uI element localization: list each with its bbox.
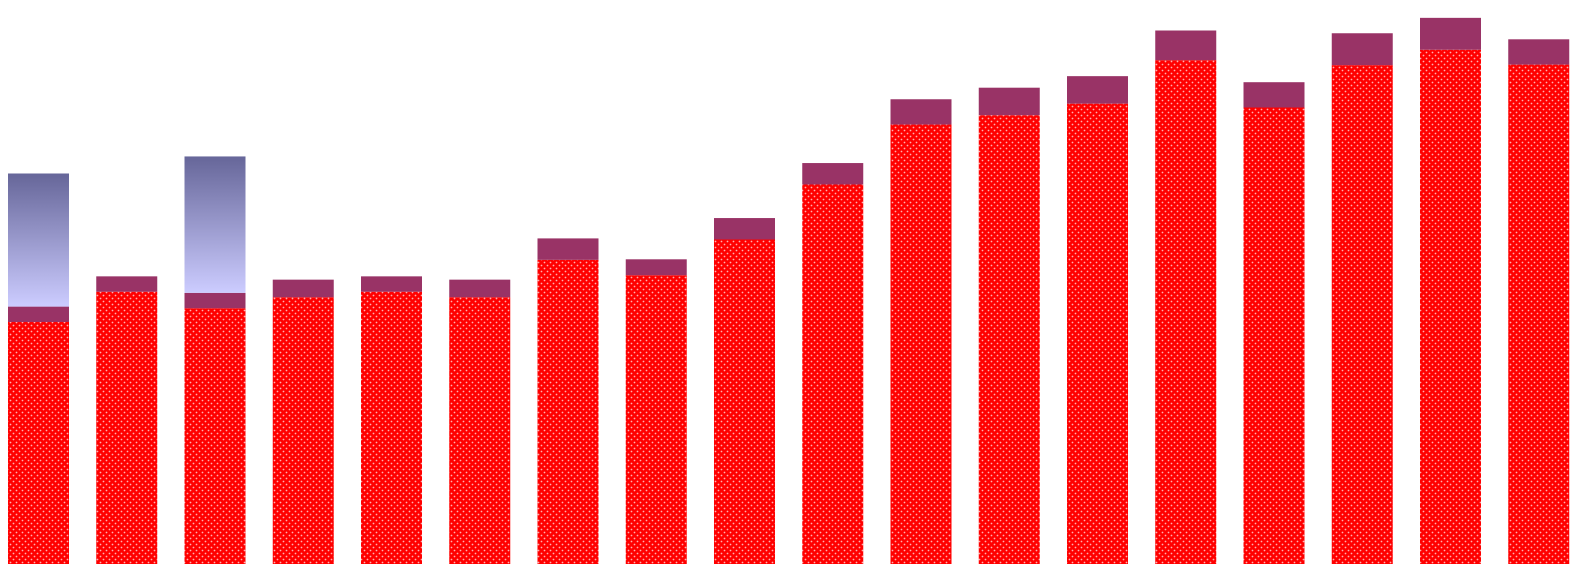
bar-base-4 xyxy=(272,297,334,564)
bar-top-3 xyxy=(184,156,246,293)
bar-base-8 xyxy=(625,275,687,564)
bar-cap-13 xyxy=(1067,76,1128,104)
bar-base-11 xyxy=(890,124,952,564)
bar-base-16 xyxy=(1331,65,1393,564)
bar-base-1 xyxy=(8,322,69,564)
bar-cap-9 xyxy=(714,218,775,240)
bar-base-13 xyxy=(1067,103,1128,564)
bar-base-5 xyxy=(361,291,422,564)
bar-base-6 xyxy=(449,297,511,564)
bar-base-15 xyxy=(1243,107,1305,564)
bar-cap-15 xyxy=(1243,82,1305,108)
bar-cap-17 xyxy=(1420,17,1481,50)
bar-cap-1 xyxy=(8,306,69,322)
bar-cap-7 xyxy=(537,238,599,260)
bar-base-2 xyxy=(96,291,158,564)
bar-cap-3 xyxy=(184,292,246,309)
bar-base-9 xyxy=(714,239,775,564)
bar-cap-6 xyxy=(449,279,511,298)
bar-cap-16 xyxy=(1331,33,1393,66)
bar-cap-18 xyxy=(1508,39,1570,65)
bar-cap-12 xyxy=(978,87,1040,116)
bar-cap-5 xyxy=(361,276,422,292)
bar-cap-4 xyxy=(272,279,334,298)
bars-layer xyxy=(8,17,1570,564)
bar-base-10 xyxy=(802,184,864,564)
bar-base-14 xyxy=(1155,60,1217,564)
bar-cap-10 xyxy=(802,163,864,185)
bar-cap-8 xyxy=(625,259,687,276)
bar-base-18 xyxy=(1508,64,1570,564)
bar-top-1 xyxy=(8,173,69,307)
bar-base-3 xyxy=(184,308,246,564)
bar-cap-14 xyxy=(1155,30,1217,61)
bar-base-12 xyxy=(978,115,1040,564)
bar-base-17 xyxy=(1420,49,1481,564)
bar-cap-11 xyxy=(890,99,952,125)
bar-base-7 xyxy=(537,259,599,564)
bar-cap-2 xyxy=(96,276,158,292)
